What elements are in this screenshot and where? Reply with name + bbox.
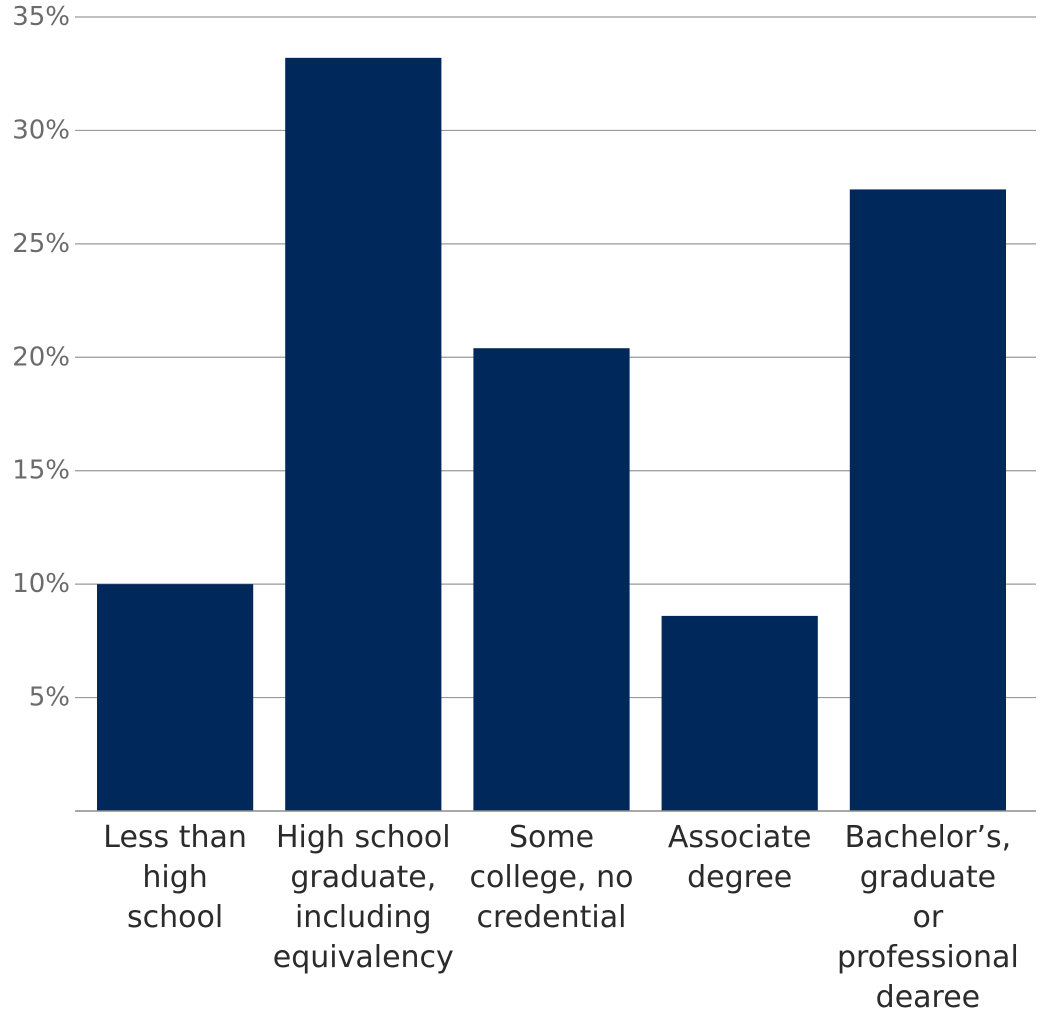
y-axis-tick-labels: 5% 10% 15% 20% 25% 30% 35% xyxy=(12,2,70,713)
y-tick-label: 10% xyxy=(12,569,70,599)
x-category-label-line: Associate xyxy=(668,820,812,855)
x-category-label-line: High school xyxy=(276,820,451,855)
y-tick-label: 35% xyxy=(12,2,70,32)
y-tick-label: 15% xyxy=(12,456,70,486)
x-category-label: Less than high school xyxy=(103,820,247,935)
x-category-label: High school graduate, including equivalency xyxy=(273,820,454,975)
y-tick-label: 20% xyxy=(12,342,70,372)
x-category-label-line: school xyxy=(127,900,223,935)
bar-2 xyxy=(285,57,442,811)
x-category-label-line: including xyxy=(295,900,432,935)
x-category-label-line: graduate xyxy=(860,860,996,895)
x-category-label-line: college, no xyxy=(470,860,634,895)
bar-3 xyxy=(473,348,630,811)
bar-5 xyxy=(849,189,1007,811)
x-category-label: Bachelor’s, graduate or professional dearee xyxy=(837,820,1019,1011)
x-category-label-line: Some xyxy=(509,820,594,855)
x-category-label-line: degree xyxy=(687,860,792,895)
x-category-label-line: high xyxy=(142,860,207,895)
x-category-label-line: or xyxy=(913,900,944,935)
x-category-label: Some college, no credential xyxy=(470,820,634,935)
y-tick-label: 25% xyxy=(12,229,70,259)
x-category-label-line: Less than xyxy=(103,820,247,855)
x-category-label-line: Bachelor’s, xyxy=(845,820,1012,855)
bar-1 xyxy=(97,584,254,811)
x-category-label-line: equivalency xyxy=(273,940,454,975)
x-category-label-line: professional xyxy=(837,940,1019,975)
bars xyxy=(97,57,1007,811)
bar-4 xyxy=(661,615,818,811)
y-tick-label: 30% xyxy=(12,115,70,145)
x-category-label: Associate degree xyxy=(668,820,812,895)
x-category-label-line: dearee xyxy=(876,980,980,1011)
x-axis-category-labels: Less than high school High school graduate, i… xyxy=(103,820,1019,1011)
x-category-label-line: credential xyxy=(477,900,627,935)
y-tick-label: 5% xyxy=(29,683,70,713)
x-category-label-line: graduate, xyxy=(290,860,436,895)
